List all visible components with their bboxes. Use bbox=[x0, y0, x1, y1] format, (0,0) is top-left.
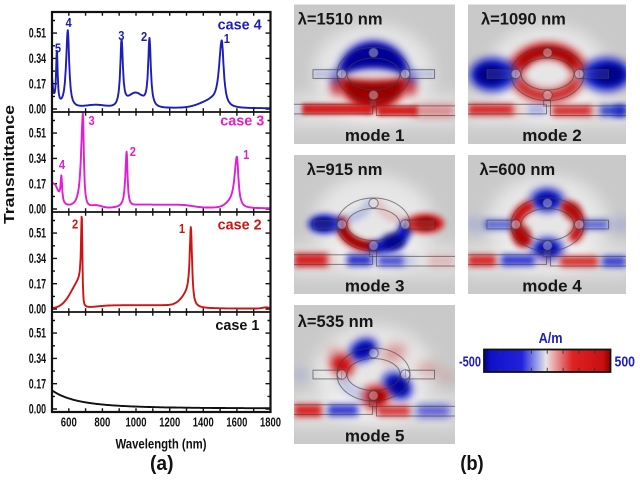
svg-text:3: 3 bbox=[118, 28, 124, 43]
svg-text:mode 5: mode 5 bbox=[345, 427, 405, 446]
svg-text:mode 4: mode 4 bbox=[522, 277, 582, 296]
svg-text:4: 4 bbox=[66, 15, 73, 30]
svg-text:case 4: case 4 bbox=[218, 17, 262, 33]
svg-text:(b): (b) bbox=[460, 453, 484, 475]
svg-text:3: 3 bbox=[89, 113, 95, 128]
svg-text:λ=1510 nm: λ=1510 nm bbox=[298, 10, 383, 28]
svg-text:A/m: A/m bbox=[539, 330, 563, 347]
svg-text:2: 2 bbox=[130, 144, 136, 159]
svg-text:500: 500 bbox=[615, 354, 636, 371]
svg-text:0.00: 0.00 bbox=[29, 102, 46, 117]
svg-text:0.17: 0.17 bbox=[29, 276, 46, 291]
svg-text:1: 1 bbox=[179, 221, 185, 236]
svg-text:0.51: 0.51 bbox=[29, 126, 47, 141]
svg-text:2: 2 bbox=[141, 29, 147, 44]
svg-text:0.00: 0.00 bbox=[29, 202, 46, 217]
svg-text:0.51: 0.51 bbox=[29, 326, 47, 341]
svg-text:mode 1: mode 1 bbox=[345, 126, 405, 145]
svg-text:case 1: case 1 bbox=[215, 318, 259, 334]
svg-text:case 3: case 3 bbox=[220, 114, 264, 130]
svg-text:1400: 1400 bbox=[193, 415, 214, 430]
svg-text:0.34: 0.34 bbox=[29, 151, 47, 166]
svg-text:0.51: 0.51 bbox=[29, 226, 47, 241]
svg-text:0.34: 0.34 bbox=[29, 351, 47, 366]
svg-text:600: 600 bbox=[61, 415, 77, 430]
svg-text:λ=600 nm: λ=600 nm bbox=[480, 161, 556, 179]
svg-text:4: 4 bbox=[59, 157, 66, 172]
svg-text:λ=915 nm: λ=915 nm bbox=[307, 161, 383, 179]
svg-text:5: 5 bbox=[55, 41, 61, 56]
svg-text:0.00: 0.00 bbox=[29, 402, 46, 417]
svg-text:λ=1090 nm: λ=1090 nm bbox=[481, 10, 566, 28]
svg-text:mode 2: mode 2 bbox=[522, 126, 582, 145]
svg-text:Transmittance: Transmittance bbox=[1, 105, 18, 224]
svg-text:0.17: 0.17 bbox=[29, 76, 46, 91]
svg-text:-500: -500 bbox=[459, 354, 481, 371]
svg-text:Wavelength (nm): Wavelength (nm) bbox=[116, 436, 207, 452]
svg-text:1200: 1200 bbox=[159, 415, 180, 430]
svg-text:2: 2 bbox=[72, 217, 78, 232]
svg-text:1: 1 bbox=[224, 31, 230, 46]
svg-text:0.34: 0.34 bbox=[29, 251, 47, 266]
svg-text:0.00: 0.00 bbox=[29, 302, 46, 317]
svg-text:λ=535 nm: λ=535 nm bbox=[298, 313, 374, 331]
svg-text:0.51: 0.51 bbox=[29, 26, 47, 41]
svg-text:0.17: 0.17 bbox=[29, 376, 46, 391]
svg-text:0.34: 0.34 bbox=[29, 51, 47, 66]
svg-text:1000: 1000 bbox=[126, 415, 147, 430]
svg-text:mode 3: mode 3 bbox=[345, 277, 405, 296]
svg-text:(a): (a) bbox=[150, 453, 174, 475]
svg-text:1600: 1600 bbox=[226, 415, 247, 430]
svg-text:0.17: 0.17 bbox=[29, 176, 46, 191]
svg-text:1: 1 bbox=[243, 147, 249, 162]
svg-text:800: 800 bbox=[94, 415, 110, 430]
svg-text:case 2: case 2 bbox=[218, 218, 262, 234]
svg-text:1800: 1800 bbox=[260, 415, 281, 430]
